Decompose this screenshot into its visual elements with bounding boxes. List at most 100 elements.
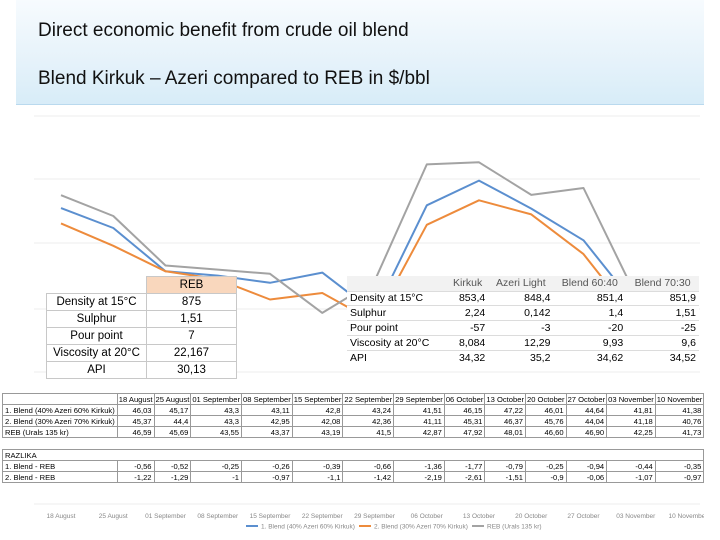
reb-row-label: Density at 15°C bbox=[46, 293, 147, 311]
table-row: 1. Blend - REB -0,56 -0,52 -0,25 -0,26 -0,39-… bbox=[2, 460, 705, 472]
date-column-header: 13 October bbox=[484, 393, 526, 405]
blend-cell: -3 bbox=[488, 320, 554, 336]
price-cell: -0,97 bbox=[241, 471, 293, 483]
date-column-header: 18 August bbox=[116, 393, 155, 405]
blend-row-label: Pour point bbox=[347, 320, 447, 336]
price-cell: 44,4 bbox=[153, 415, 192, 427]
blend-cell: 9,93 bbox=[553, 334, 627, 351]
price-cell: 42,87 bbox=[393, 426, 445, 438]
blend-row-label: API bbox=[347, 349, 447, 365]
price-cell: 46,59 bbox=[116, 426, 155, 438]
price-cell: 45,17 bbox=[153, 404, 192, 416]
table-row: 2. Blend - REB -1,22 -1,29 -1 -0,97 -1,1 -1,42… bbox=[2, 471, 705, 483]
reb-table-header: REB bbox=[146, 276, 237, 294]
price-cell: 46,15 bbox=[443, 404, 486, 416]
table-row: API 34,32 35,2 34,62 34,52 bbox=[347, 349, 699, 365]
price-cell: -1,36 bbox=[393, 460, 445, 472]
price-cell: 41,73 bbox=[654, 426, 705, 438]
price-cell: -0,39 bbox=[291, 460, 344, 472]
reb-row-label: API bbox=[46, 361, 147, 379]
price-cell: -1,22 bbox=[116, 471, 155, 483]
row-label: 2. Blend - REB bbox=[2, 471, 118, 483]
x-tick-label: 15 September bbox=[250, 513, 292, 520]
price-cell: -1,1 bbox=[291, 471, 344, 483]
table-row: Viscosity at 20°C 8,084 12,29 9,93 9,6 bbox=[347, 334, 699, 351]
price-cell: -2,19 bbox=[393, 471, 445, 483]
price-cell: -0,06 bbox=[565, 471, 608, 483]
x-tick-label: 13 October bbox=[463, 513, 496, 520]
price-cell: 43,37 bbox=[241, 426, 293, 438]
price-cell: 42,36 bbox=[342, 415, 395, 427]
price-cell: 42,8 bbox=[291, 404, 344, 416]
x-tick-label: 29 September bbox=[354, 513, 396, 520]
price-cell: 43,24 bbox=[342, 404, 395, 416]
blend-cell: 851,4 bbox=[553, 290, 627, 306]
price-cell: -2,61 bbox=[443, 471, 486, 483]
date-column-header: 27 October bbox=[565, 393, 608, 405]
slide-title: Direct economic benefit from crude oil b… bbox=[38, 20, 409, 41]
table-row: Viscosity at 20°C 22,167 bbox=[46, 344, 237, 362]
date-column-header: 22 September bbox=[342, 393, 395, 405]
blend-cell: 34,62 bbox=[553, 349, 627, 365]
title-band: Direct economic benefit from crude oil b… bbox=[16, 0, 704, 105]
price-cell: 41,51 bbox=[393, 404, 445, 416]
blend-cell: 848,4 bbox=[488, 290, 554, 306]
x-tick-label: 22 September bbox=[302, 513, 344, 520]
price-cell: 40,76 bbox=[654, 415, 705, 427]
blend-row-label: Density at 15°C bbox=[347, 290, 447, 306]
blend-row-label: Viscosity at 20°C bbox=[347, 334, 447, 351]
price-cell: 46,01 bbox=[524, 404, 567, 416]
price-cell: -0,79 bbox=[484, 460, 526, 472]
price-cell: -1,29 bbox=[153, 471, 192, 483]
blend-cell: 34,32 bbox=[447, 349, 489, 365]
blend-cell: -20 bbox=[553, 320, 627, 336]
price-cell: -0,94 bbox=[565, 460, 608, 472]
reb-row-value: 22,167 bbox=[146, 344, 237, 362]
blend-column-header: Azeri Light bbox=[488, 276, 554, 291]
weekly-price-table: 18 August 25 August 01 September 08 Septemb… bbox=[1, 393, 705, 483]
date-column-header: 10 November bbox=[654, 393, 705, 405]
price-cell: 45,31 bbox=[443, 415, 486, 427]
price-cell: -0,52 bbox=[153, 460, 192, 472]
table-row: Sulphur 1,51 bbox=[46, 310, 237, 328]
table-row: Pour point -57 -3 -20 -25 bbox=[347, 320, 699, 336]
price-cell: 47,92 bbox=[443, 426, 486, 438]
blend-cell: 9,6 bbox=[626, 334, 699, 351]
price-cell: 41,81 bbox=[606, 404, 656, 416]
price-cell: 46,03 bbox=[116, 404, 155, 416]
blend-row-label: Sulphur bbox=[347, 305, 447, 321]
x-tick-label: 03 November bbox=[616, 513, 656, 520]
date-column-header: 20 October bbox=[524, 393, 567, 405]
date-column-header: 08 September bbox=[241, 393, 293, 405]
section-label: RAZLIKA bbox=[1, 449, 705, 461]
section-row: RAZLIKA bbox=[1, 449, 705, 461]
price-cell: -1,42 bbox=[342, 471, 395, 483]
blend-properties-table: Kirkuk Azeri Light Blend 60:40 Blend 70:30 … bbox=[347, 276, 699, 365]
price-cell: 42,95 bbox=[241, 415, 293, 427]
blend-cell: 35,2 bbox=[488, 349, 554, 365]
price-cell: 42,25 bbox=[606, 426, 656, 438]
reb-row-label: Viscosity at 20°C bbox=[46, 344, 147, 362]
blend-column-header: Blend 70:30 bbox=[626, 276, 699, 291]
reb-row-value: 7 bbox=[146, 327, 237, 345]
price-cell: -1 bbox=[190, 471, 243, 483]
blend-cell: 0,142 bbox=[488, 305, 554, 321]
spacer-row bbox=[2, 437, 704, 450]
price-cell: 41,11 bbox=[393, 415, 445, 427]
reb-row-label: Sulphur bbox=[46, 310, 147, 328]
price-cell: -1,51 bbox=[484, 471, 526, 483]
price-cell: -0,56 bbox=[116, 460, 155, 472]
date-column-header: 29 September bbox=[393, 393, 445, 405]
date-column-header: 06 October bbox=[443, 393, 486, 405]
reb-row-value: 1,51 bbox=[146, 310, 237, 328]
legend-label: 1. Blend (40% Azeri 60% Kirkuk) bbox=[261, 524, 355, 531]
price-cell: 44,04 bbox=[565, 415, 608, 427]
table-row: API 30,13 bbox=[46, 361, 237, 379]
table-row: 2. Blend (30% Azeri 70% Kirkuk) 45,37 44,4… bbox=[2, 415, 705, 427]
blend-cell: 851,9 bbox=[626, 290, 699, 306]
x-tick-label: 20 October bbox=[515, 513, 548, 520]
date-column-header: 15 September bbox=[291, 393, 344, 405]
table-row: Pour point 7 bbox=[46, 327, 237, 345]
price-cell: -0,25 bbox=[190, 460, 243, 472]
reb-table-corner bbox=[46, 276, 147, 294]
